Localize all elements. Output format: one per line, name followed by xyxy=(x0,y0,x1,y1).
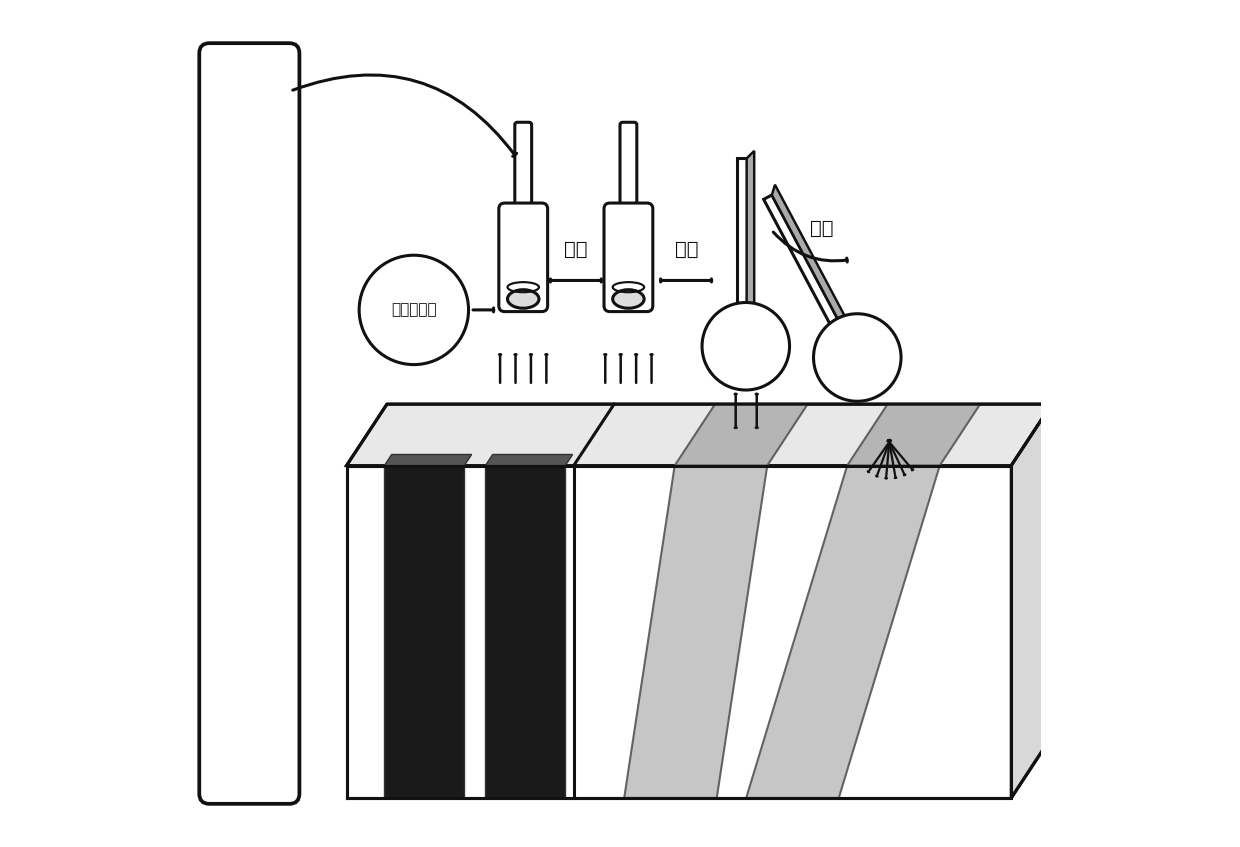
Polygon shape xyxy=(738,158,746,385)
Ellipse shape xyxy=(613,290,644,308)
Polygon shape xyxy=(746,151,754,385)
Polygon shape xyxy=(624,466,768,798)
Text: 旋转: 旋转 xyxy=(675,241,698,259)
Text: 系统: 系统 xyxy=(233,499,265,525)
FancyBboxPatch shape xyxy=(200,43,299,804)
Polygon shape xyxy=(746,466,940,798)
Polygon shape xyxy=(485,466,565,798)
Polygon shape xyxy=(485,455,573,466)
Polygon shape xyxy=(346,466,1012,798)
Polygon shape xyxy=(1012,404,1052,798)
FancyBboxPatch shape xyxy=(604,203,652,312)
Text: 倾斜: 倾斜 xyxy=(810,219,833,238)
FancyBboxPatch shape xyxy=(620,122,637,216)
FancyBboxPatch shape xyxy=(515,122,532,216)
Circle shape xyxy=(360,255,469,364)
Text: 超声传感器: 超声传感器 xyxy=(391,302,436,318)
Polygon shape xyxy=(771,185,879,392)
Text: 超声成像: 超声成像 xyxy=(217,440,281,466)
Polygon shape xyxy=(384,466,464,798)
Ellipse shape xyxy=(507,290,539,308)
Polygon shape xyxy=(384,455,471,466)
Polygon shape xyxy=(847,404,980,466)
FancyBboxPatch shape xyxy=(498,203,548,312)
Polygon shape xyxy=(675,404,807,466)
Circle shape xyxy=(813,313,901,401)
Circle shape xyxy=(702,302,790,390)
Text: 平移: 平移 xyxy=(564,241,588,259)
Polygon shape xyxy=(764,195,877,396)
Polygon shape xyxy=(346,404,1052,466)
